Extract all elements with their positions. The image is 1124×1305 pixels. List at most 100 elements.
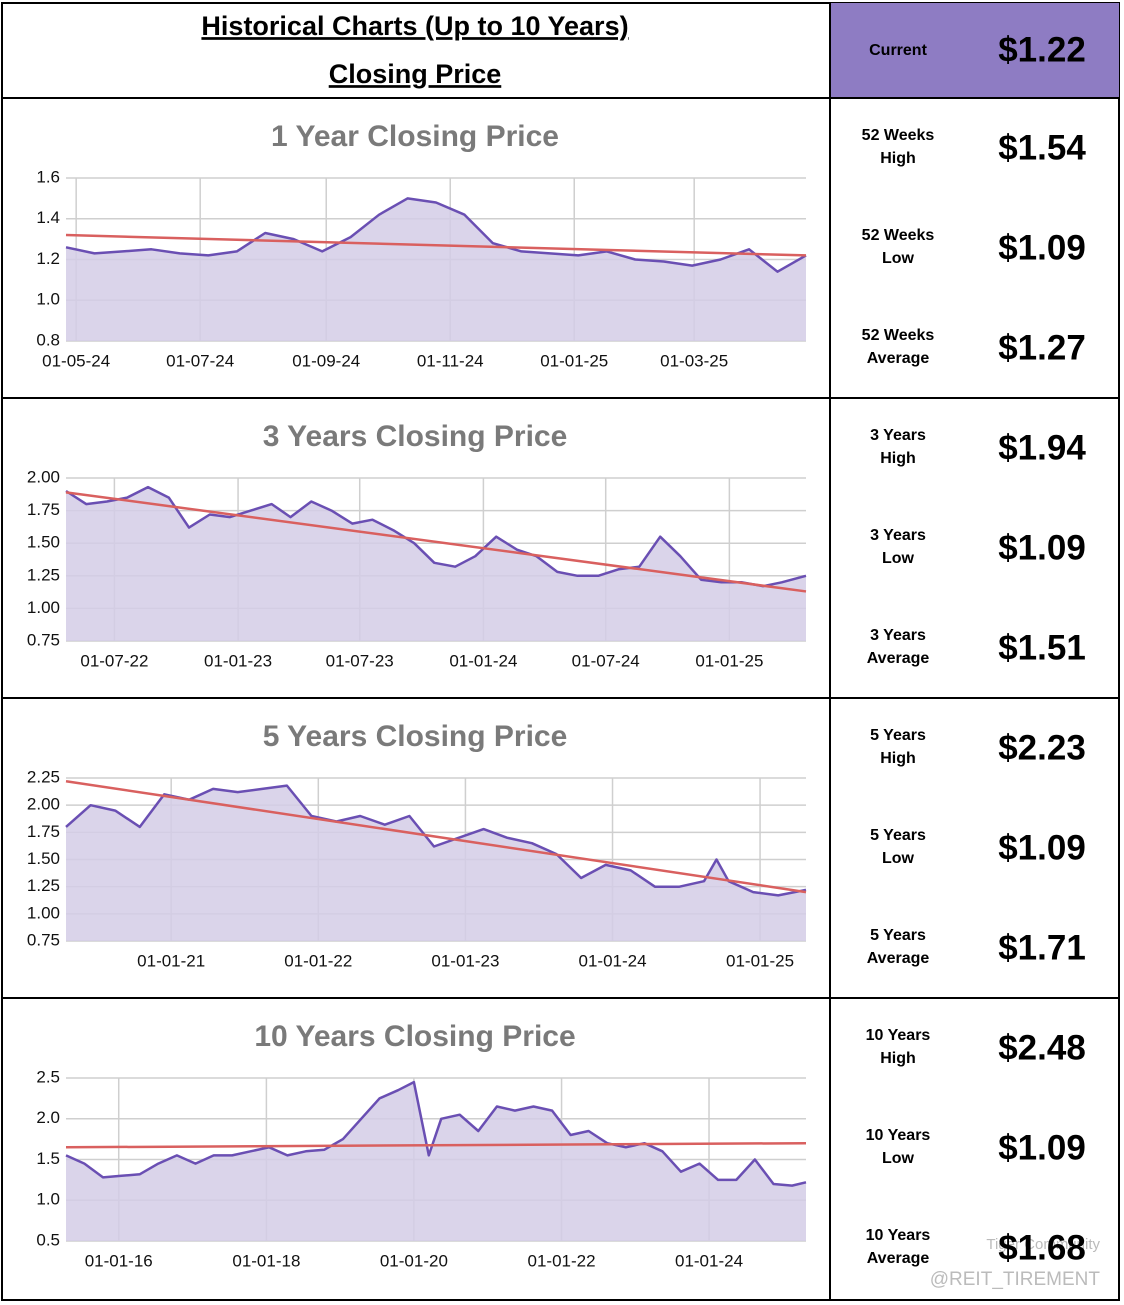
stat-label-box: 3 Years Low <box>870 527 926 567</box>
y-tick-label: 2.0 <box>36 1108 60 1127</box>
watermark-handle: @REIT_TIREMENT <box>930 1269 1101 1290</box>
stat-label-box: 5 Years Average <box>866 927 930 967</box>
stat-label-box: 5 Years Low <box>870 827 926 867</box>
stat-label-box: 3 Years High <box>870 427 926 467</box>
y-tick-label: 1.25 <box>27 565 60 584</box>
y-tick-label: 1.4 <box>36 208 60 227</box>
header-subtitle: Closing Price <box>329 59 502 89</box>
y-tick-label: 1.50 <box>27 849 60 868</box>
stat-label: 52 Weeks High <box>861 127 935 167</box>
y-tick-label: 2.00 <box>27 467 60 486</box>
stat-label: 5 Years Low <box>870 827 926 867</box>
stat-value: $1.68 <box>998 1228 1086 1267</box>
stat-label: 5 Years Average <box>866 927 930 967</box>
y-tick-label: 0.75 <box>27 930 60 949</box>
y-tick-label: 1.6 <box>36 167 60 186</box>
x-tick-label: 01-07-24 <box>572 651 640 670</box>
stat-label: 52 Weeks Low <box>861 227 935 267</box>
y-tick-label: 1.0 <box>36 1190 60 1209</box>
area <box>66 198 806 341</box>
x-tick-label: 01-01-24 <box>675 1251 743 1270</box>
x-tick-label: 01-01-24 <box>579 951 647 970</box>
stat-value: $2.23 <box>998 728 1086 767</box>
x-tick-label: 01-01-22 <box>528 1251 596 1270</box>
x-tick-label: 01-01-24 <box>449 651 517 670</box>
stat-label: 10 Years High <box>865 1027 931 1067</box>
trend-line <box>65 780 807 894</box>
x-tick-label: 01-07-23 <box>326 651 394 670</box>
stat-label-box: 10 Years Average <box>865 1227 931 1267</box>
stat-value: $1.71 <box>998 928 1086 967</box>
current-value: $1.22 <box>998 30 1086 69</box>
y-tick-label: 1.75 <box>27 500 60 519</box>
x-tick-label: 01-01-23 <box>431 951 499 970</box>
price-line <box>65 197 807 273</box>
x-tick-label: 01-01-25 <box>726 951 794 970</box>
stat-label-box: 52 Weeks Low <box>861 227 935 267</box>
watermark-brand: Tiger Community <box>986 1236 1100 1253</box>
y-tick-label: 1.00 <box>27 903 60 922</box>
y-tick-label: 0.5 <box>36 1230 60 1249</box>
stat-label-box: 3 Years Average <box>866 627 930 667</box>
current-label: Current <box>869 42 927 59</box>
y-tick-label: 1.25 <box>27 876 60 895</box>
chart-title: 3 Years Closing Price <box>263 420 568 453</box>
y-tick-label: 2.5 <box>36 1067 60 1086</box>
stat-label-box: 5 Years High <box>870 727 926 767</box>
y-tick-label: 0.8 <box>36 330 60 349</box>
stat-value: $1.09 <box>998 828 1086 867</box>
header-title: Historical Charts (Up to 10 Years) <box>201 11 628 41</box>
chart-title: 1 Year Closing Price <box>271 120 559 153</box>
chart-title: 10 Years Closing Price <box>254 1020 575 1053</box>
stat-value: $1.94 <box>998 428 1086 467</box>
y-tick-label: 2.00 <box>27 795 60 814</box>
x-tick-label: 01-01-22 <box>284 951 352 970</box>
x-tick-label: 01-05-24 <box>42 351 110 370</box>
x-tick-label: 01-01-23 <box>204 651 272 670</box>
price-line <box>65 1080 807 1187</box>
stat-label-box: 10 Years High <box>865 1027 931 1067</box>
stat-label: 52 Weeks Average <box>861 327 935 367</box>
x-tick-label: 01-07-24 <box>166 351 234 370</box>
stat-label: 5 Years High <box>870 727 926 767</box>
stat-value: $1.09 <box>998 1128 1086 1167</box>
stat-label-box: 10 Years Low <box>865 1127 931 1167</box>
stat-value: $1.09 <box>998 528 1086 567</box>
area <box>66 785 806 941</box>
y-tick-label: 1.0 <box>36 290 60 309</box>
y-tick-label: 1.75 <box>27 822 60 841</box>
x-tick-label: 01-07-22 <box>80 651 148 670</box>
x-tick-label: 01-03-25 <box>660 351 728 370</box>
trend-line <box>65 233 807 257</box>
stat-label: 10 Years Average <box>865 1227 931 1267</box>
x-tick-label: 01-01-25 <box>540 351 608 370</box>
stat-label: 3 Years High <box>870 427 926 467</box>
x-tick-label: 01-01-18 <box>232 1251 300 1270</box>
stat-label-box: 52 Weeks High <box>861 127 935 167</box>
stat-value: $1.09 <box>998 228 1086 267</box>
x-tick-label: 01-01-21 <box>137 951 205 970</box>
current-cell <box>830 3 1119 98</box>
price-line <box>65 485 807 588</box>
x-tick-label: 01-01-25 <box>695 651 763 670</box>
y-tick-label: 1.5 <box>36 1149 60 1168</box>
y-tick-label: 1.2 <box>36 249 60 268</box>
stat-label: 3 Years Average <box>866 627 930 667</box>
stat-value: $1.27 <box>998 328 1086 367</box>
area <box>66 1082 806 1241</box>
x-tick-label: 01-11-24 <box>417 351 484 370</box>
y-tick-label: 0.75 <box>27 630 60 649</box>
stat-label: 3 Years Low <box>870 527 926 567</box>
y-tick-label: 2.25 <box>27 767 60 786</box>
stat-value: $1.54 <box>998 128 1086 167</box>
stat-value: $1.51 <box>998 628 1086 667</box>
price-line <box>65 784 807 897</box>
x-tick-label: 01-01-20 <box>380 1251 448 1270</box>
x-tick-label: 01-01-16 <box>85 1251 153 1270</box>
trend-line <box>65 491 807 593</box>
y-tick-label: 1.50 <box>27 533 60 552</box>
chart-title: 5 Years Closing Price <box>263 720 568 753</box>
stat-label: 10 Years Low <box>865 1127 931 1167</box>
